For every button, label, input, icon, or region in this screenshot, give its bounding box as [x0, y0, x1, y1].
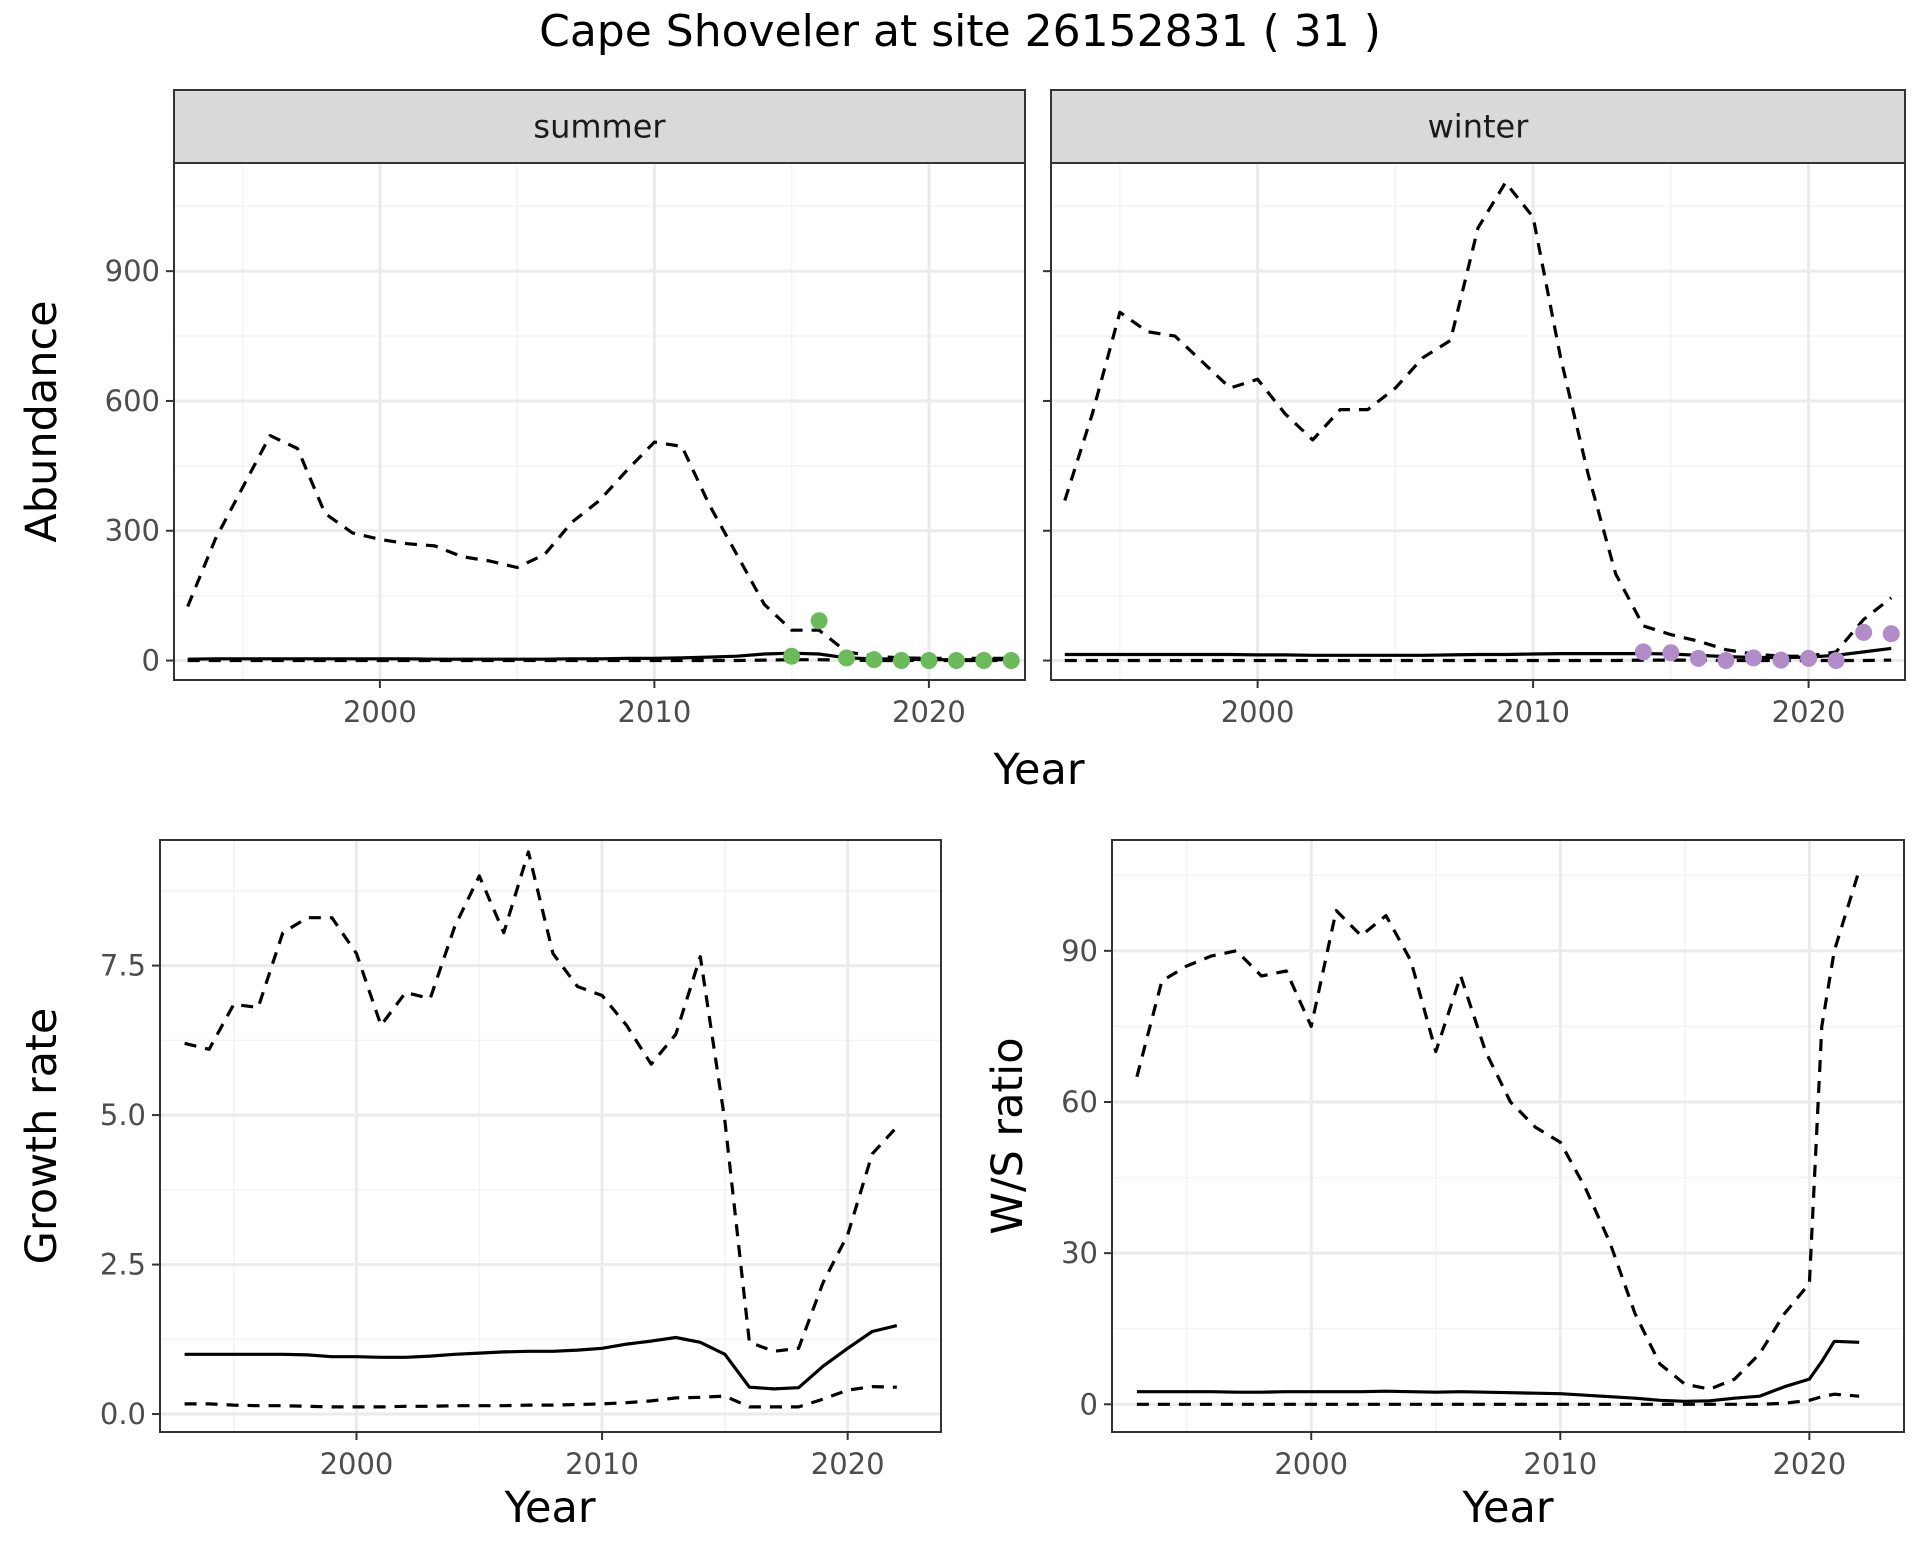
panel-2-point [1882, 625, 1900, 643]
panel-4-y-tick-label: 60 [1061, 1085, 1098, 1119]
panel-2-point [1689, 649, 1707, 667]
panel-2-point [1744, 649, 1762, 667]
panel-1-y-tick-label: 300 [105, 514, 160, 548]
panel-2-point [1772, 651, 1790, 669]
panel-2-strip [1050, 89, 1906, 164]
panel-3-y-tick-label: 0.0 [100, 1397, 146, 1431]
panel-3-data [184, 850, 898, 1409]
panel-1-strip [173, 89, 1026, 164]
panel-3-y-tick-label: 2.5 [100, 1248, 146, 1282]
panel-2-x-tick-label: 2020 [1772, 695, 1846, 729]
panel-1-data [186, 434, 1020, 670]
panel-1-strip-label: summer [533, 108, 666, 146]
panel-1-point [947, 652, 965, 670]
panel-2-x-tick-label: 2000 [1221, 695, 1295, 729]
panel-4-data [1135, 869, 1861, 1406]
panel-4-y-tick-label: 90 [1061, 934, 1098, 968]
panel-2-point [1634, 643, 1652, 661]
panel-3: 2000 2010 2020 0.0 2.5 5.0 7.5 Growth rate Year [17, 839, 942, 1533]
panel-1: summer 2000 2010 2020 0 300 600 900 Abundance [17, 89, 1026, 729]
panel-4-x-axis-title: Year [1461, 1483, 1553, 1533]
panel-1-border [173, 162, 1026, 681]
panel-4-border [1111, 839, 1905, 1433]
panel-3-x-tick-label: 2000 [320, 1447, 394, 1481]
panel-3-y-tick-label: 7.5 [100, 949, 146, 983]
panel-2: winter 2000 2010 2020 [1043, 89, 1906, 729]
panel-1-point [975, 652, 993, 670]
panel-3-y-axis-title: Growth rate [17, 1008, 67, 1265]
panel-3-border [159, 839, 942, 1433]
panel-1-x-tick-label: 2010 [617, 695, 691, 729]
panel-1-y-tick-label: 600 [105, 384, 160, 418]
panel-4-x-tick-label: 2020 [1772, 1447, 1846, 1481]
panel-2-point [1827, 652, 1845, 670]
panel-2-point [1717, 652, 1735, 670]
panel-2-point [1800, 649, 1818, 667]
panel-1-x-tick-label: 2000 [343, 695, 417, 729]
panel-1-point [838, 649, 856, 667]
panel-2-x-tick-label: 2010 [1496, 695, 1570, 729]
panel-2-line-upper [1063, 180, 1893, 658]
panel-3-line-lower [184, 1385, 897, 1409]
panel-4: 2000 2010 2020 0 30 60 90 W/S ratio Year [983, 839, 1905, 1533]
panel-1-point [892, 652, 910, 670]
panel-4-y-tick-label: 0 [1080, 1387, 1098, 1421]
panel-1-y-tick-label: 0 [142, 644, 160, 678]
panel-4-y-axis-title: W/S ratio [983, 1037, 1033, 1234]
panel-3-x-axis-title: Year [503, 1483, 595, 1533]
panel-4-x-tick-label: 2010 [1523, 1447, 1597, 1481]
panel-3-line-mean [184, 1324, 898, 1391]
page-title: Cape Shoveler at site 26152831 ( 31 ) [539, 6, 1381, 57]
panel-1-x-tick-label: 2020 [892, 695, 966, 729]
panel-2-data [1063, 180, 1900, 670]
panel-3-line-upper [184, 850, 898, 1353]
panel-4-y-tick-label: 30 [1061, 1236, 1098, 1270]
panel-1-point [783, 647, 801, 665]
panel-1-line-upper [186, 434, 1012, 660]
panel-3-x-tick-label: 2020 [811, 1447, 885, 1481]
panel-3-x-tick-label: 2010 [565, 1447, 639, 1481]
panel-4-x-tick-label: 2000 [1274, 1447, 1348, 1481]
panel-2-point [1662, 644, 1680, 662]
panel-1-point [1002, 652, 1020, 670]
panel-1-y-axis-title: Abundance [17, 300, 67, 542]
panel-1-line-lower [187, 658, 1012, 663]
panel-2-strip-label: winter [1428, 108, 1530, 146]
panel-3-y-tick-label: 5.0 [100, 1098, 146, 1132]
panel-1-y-tick-label: 900 [105, 254, 160, 288]
panel-1-point [920, 652, 938, 670]
panel-1-point [810, 612, 828, 630]
panel-4-line-upper [1135, 869, 1861, 1391]
top-row-x-axis-title: Year [992, 745, 1084, 795]
panel-4-line-mean [1136, 1339, 1860, 1403]
panel-2-point [1855, 623, 1873, 641]
panel-1-point [865, 651, 883, 669]
panel-2-border [1050, 162, 1906, 681]
panel-2-line-mean [1064, 646, 1892, 660]
